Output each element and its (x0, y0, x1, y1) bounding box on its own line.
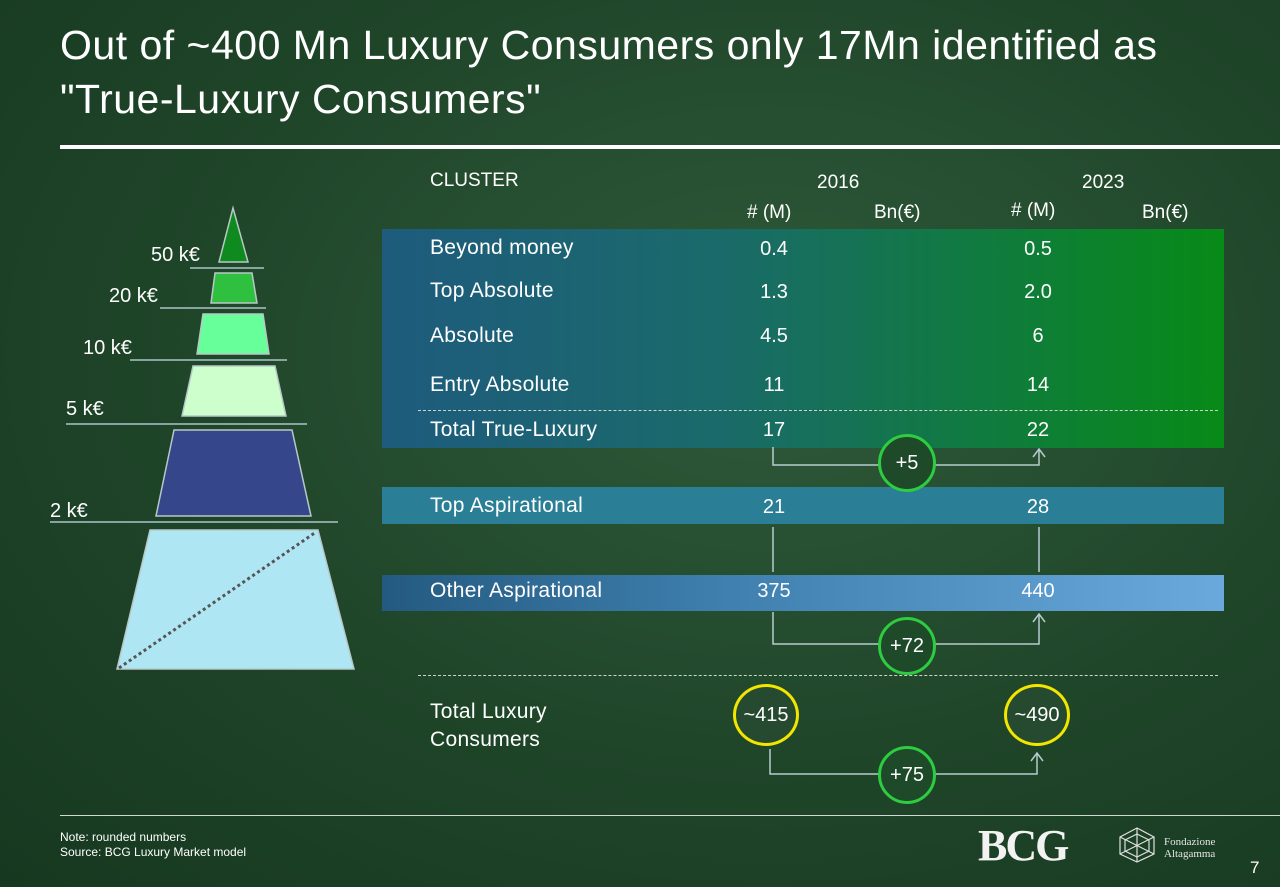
altagamma-logo-icon (1119, 827, 1155, 863)
value-2023-total-true-luxury: 22 (1026, 419, 1050, 441)
row-label-top-aspirational: Top Aspirational (430, 494, 584, 517)
page-title: Out of ~400 Mn Luxury Consumers only 17M… (60, 22, 1158, 122)
header-cluster: CLUSTER (430, 170, 519, 191)
value-2023-beyond-money: 0.5 (1024, 238, 1052, 260)
bcg-logo: BCG (978, 821, 1069, 870)
band-true-luxury (382, 229, 1224, 448)
tier-label-20k: 20 k€ (109, 285, 158, 307)
value-2016-total-true-luxury: 17 (762, 419, 786, 441)
row-label-beyond-money: Beyond money (430, 236, 574, 259)
tier-label-10k: 10 k€ (83, 337, 132, 359)
row-label-total-luxury: Total Luxury Consumers (430, 698, 547, 754)
title-divider (60, 145, 1280, 149)
header-year-2016: 2016 (817, 172, 860, 193)
value-2016-top-absolute: 1.3 (760, 281, 788, 303)
delta-total-badge: +75 (878, 746, 936, 804)
band-top-aspirational (382, 487, 1224, 524)
row-label-top-absolute: Top Absolute (430, 279, 554, 302)
value-2016-other-aspirational: 375 (757, 580, 791, 602)
footer-note: Note: rounded numbers (60, 830, 187, 844)
value-2016-entry-absolute: 11 (763, 374, 785, 396)
value-2016-top-aspirational: 21 (762, 496, 786, 518)
dashed-divider-true-luxury (418, 410, 1218, 411)
header-num-2023: # (M) (1011, 200, 1056, 221)
header-year-2023: 2023 (1082, 172, 1125, 193)
row-label-total-true-luxury: Total True-Luxury (430, 418, 598, 441)
pyramid-tier-3 (196, 313, 270, 355)
row-label-absolute: Absolute (430, 324, 515, 347)
altagamma-line1: Fondazione (1164, 836, 1216, 848)
altagamma-logo-text: Fondazione Altagamma (1164, 836, 1215, 860)
dashed-divider-total (418, 675, 1218, 676)
row-label-other-aspirational: Other Aspirational (430, 579, 603, 602)
band-other-aspirational (382, 575, 1224, 611)
page-number: 7 (1250, 858, 1260, 877)
delta-true-luxury-badge: +5 (878, 434, 936, 492)
footer-divider (60, 815, 1280, 816)
pyramid-tier-4 (181, 365, 287, 417)
header-bn-2023: Bn(€) (1142, 202, 1189, 223)
total-label-line1: Total Luxury (430, 700, 547, 723)
tier-label-50k: 50 k€ (151, 244, 200, 266)
tier-label-2k: 2 k€ (50, 500, 88, 522)
row-label-entry-absolute: Entry Absolute (430, 373, 570, 396)
header-num-2016: # (M) (747, 202, 792, 223)
pyramid-tier-2 (210, 272, 258, 304)
value-2023-top-aspirational: 28 (1026, 496, 1050, 518)
value-2023-absolute: 6 (1032, 325, 1044, 347)
value-2023-other-aspirational: 440 (1021, 580, 1055, 602)
value-2016-beyond-money: 0.4 (760, 238, 788, 260)
total-label-line2: Consumers (430, 728, 541, 751)
value-2023-entry-absolute: 14 (1026, 374, 1050, 396)
total-2016-badge: ~415 (733, 684, 799, 746)
header-bn-2016: Bn(€) (874, 202, 921, 223)
value-2023-top-absolute: 2.0 (1024, 281, 1052, 303)
value-2016-absolute: 4.5 (760, 325, 788, 347)
pyramid-tier-5 (155, 429, 312, 517)
total-2023-badge: ~490 (1004, 684, 1070, 746)
altagamma-line2: Altagamma (1164, 848, 1216, 860)
delta-other-aspirational-badge: +72 (878, 617, 936, 675)
pyramid-tier-6 (116, 529, 355, 670)
footer-source: Source: BCG Luxury Market model (60, 845, 247, 859)
tier-label-5k: 5 k€ (66, 398, 104, 420)
pyramid-graphic (50, 205, 355, 670)
pyramid-tier-1 (218, 205, 249, 263)
